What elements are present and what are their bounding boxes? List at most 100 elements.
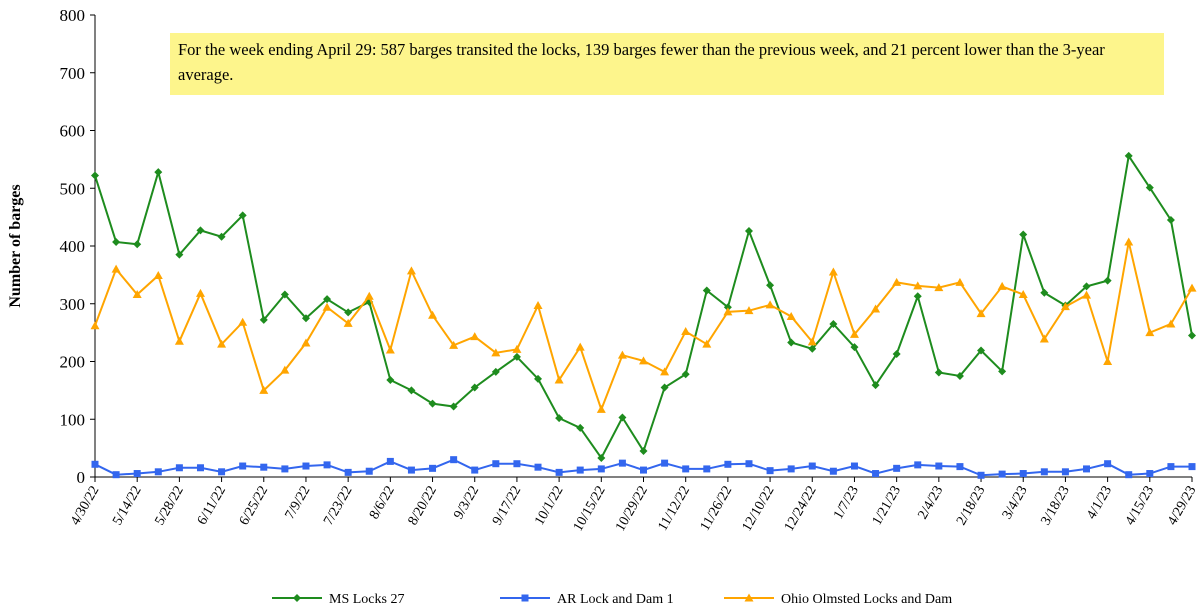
data-point [174, 336, 184, 345]
x-tick-label: 4/29/23 [1165, 484, 1197, 529]
data-point [534, 463, 542, 471]
data-point [133, 240, 142, 249]
data-point [955, 277, 965, 286]
data-point [407, 466, 415, 474]
x-tick-label: 3/18/23 [1039, 484, 1073, 529]
data-point [555, 468, 563, 476]
data-point [829, 319, 838, 328]
data-point [428, 399, 437, 408]
x-tick-label: 4/30/22 [68, 484, 102, 529]
data-point [1146, 470, 1154, 478]
x-tick-label: 10/1/22 [532, 484, 566, 529]
x-tick-label: 6/11/22 [195, 484, 229, 528]
data-point [259, 315, 268, 324]
data-point [914, 461, 922, 469]
x-tick-label: 11/12/22 [656, 484, 694, 534]
y-tick-label: 100 [60, 410, 86, 429]
data-point [1061, 468, 1069, 476]
data-point [512, 344, 522, 353]
data-point [239, 462, 247, 470]
data-point [977, 346, 986, 355]
x-tick-label: 9/3/22 [451, 484, 482, 522]
x-tick-label: 1/7/23 [831, 484, 862, 522]
x-tick-label: 3/4/23 [1000, 484, 1031, 522]
series-line [94, 153, 1193, 460]
data-point [1188, 331, 1196, 340]
data-point [807, 337, 817, 346]
x-tick-label: 4/1/23 [1084, 484, 1115, 522]
data-point [892, 277, 902, 286]
x-tick-label: 8/6/22 [367, 484, 398, 522]
x-tick-label: 2/4/23 [915, 484, 946, 522]
data-point [385, 345, 395, 354]
data-point [1125, 471, 1133, 479]
data-point [1019, 470, 1027, 478]
data-point [154, 168, 163, 177]
data-point [513, 460, 521, 468]
y-tick-label: 300 [60, 295, 86, 314]
data-point [1124, 151, 1133, 160]
data-point [301, 338, 311, 347]
data-point [1082, 282, 1091, 291]
data-point [639, 356, 648, 365]
data-point [808, 344, 817, 353]
x-tick-label: 7/9/22 [283, 484, 314, 522]
data-point [597, 465, 605, 473]
y-tick-label: 0 [77, 468, 86, 487]
data-point [828, 267, 838, 276]
data-point [1145, 183, 1154, 192]
data-point [364, 291, 374, 300]
data-point [280, 290, 289, 299]
data-point [597, 453, 606, 462]
data-point [196, 464, 204, 472]
data-point [238, 317, 248, 326]
series-line [94, 241, 1193, 413]
legend-label: Ohio Olmsted Locks and Dam [781, 592, 952, 607]
data-point [787, 465, 795, 473]
x-tick-label: 10/15/22 [571, 484, 609, 535]
data-point [1187, 283, 1197, 292]
data-point [344, 308, 353, 317]
data-point [1019, 230, 1028, 239]
data-point [344, 468, 352, 476]
x-tick-label: 12/10/22 [740, 484, 778, 535]
x-tick-label: 12/24/22 [782, 484, 820, 535]
data-point [765, 300, 775, 309]
data-point [1104, 460, 1112, 468]
data-point [238, 211, 247, 220]
data-point [766, 281, 775, 290]
data-point [702, 286, 711, 295]
data-point [871, 304, 881, 313]
data-point [1018, 290, 1028, 299]
data-point [406, 266, 416, 275]
data-point [154, 468, 162, 476]
data-point [893, 464, 901, 472]
x-tick-label: 7/23/22 [321, 484, 355, 529]
legend-label: MS Locks 27 [329, 592, 404, 607]
data-point [766, 467, 774, 475]
data-point [787, 338, 796, 347]
data-point [850, 343, 859, 352]
data-point [217, 339, 227, 348]
data-point [703, 465, 711, 473]
x-tick-label: 6/25/22 [237, 484, 271, 529]
data-point [1166, 216, 1175, 225]
data-point [849, 329, 859, 338]
legend-label: AR Lock and Dam 1 [557, 592, 674, 607]
data-point [955, 371, 964, 380]
y-tick-label: 200 [60, 353, 86, 372]
data-point [492, 460, 500, 468]
data-point [90, 321, 100, 330]
data-point [935, 462, 943, 470]
data-point [470, 332, 480, 341]
data-point [91, 171, 99, 180]
data-point [575, 342, 585, 351]
data-point [639, 447, 648, 456]
x-tick-label: 4/15/23 [1123, 484, 1157, 529]
legend-marker [744, 593, 754, 602]
x-tick-label: 5/28/22 [152, 484, 186, 529]
data-point [407, 386, 416, 395]
data-point [956, 463, 964, 471]
